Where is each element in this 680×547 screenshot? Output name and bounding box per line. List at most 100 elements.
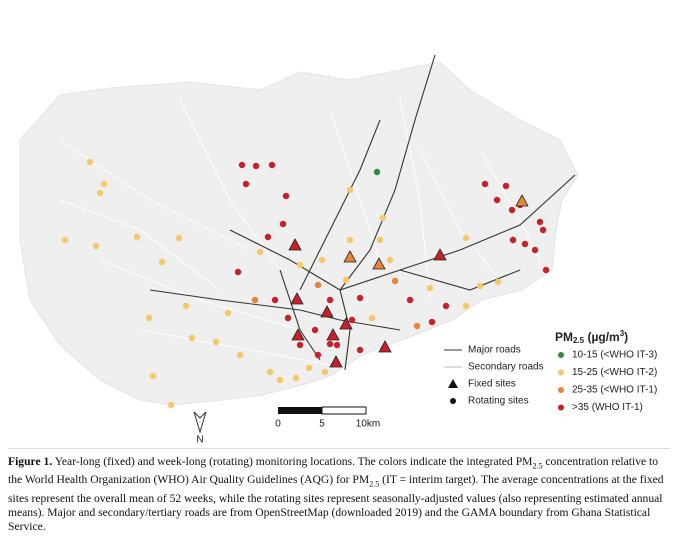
rotating-site [494, 278, 502, 286]
fixed-site [320, 305, 334, 318]
rotating-site [175, 234, 183, 242]
rotating-site [282, 192, 290, 200]
rotating-site [379, 214, 387, 222]
rotating-site [391, 277, 399, 285]
rotating-site [426, 284, 434, 292]
title-sup: 3 [620, 329, 625, 338]
rotating-site [386, 256, 394, 264]
rotating-site [86, 158, 94, 166]
major-roads [149, 54, 576, 371]
rotating-site [508, 206, 516, 214]
rotating-site [276, 376, 284, 384]
rotating-site [346, 236, 354, 244]
rotating-site [413, 322, 421, 330]
fixed-site [378, 340, 392, 353]
rotating-site [264, 233, 272, 241]
rotating-site [509, 236, 517, 244]
rotating-site [442, 302, 450, 310]
class-label: 10-15 (<WHO IT-3) [572, 350, 657, 361]
rotating-site [318, 256, 326, 264]
fixed-site [433, 248, 447, 261]
fixed-site [288, 238, 302, 251]
rotating-site [158, 258, 166, 266]
legend-label: Fixed sites [468, 379, 516, 390]
caption-text: (IT = interim target). The average conce… [8, 473, 664, 533]
rotating-site [321, 368, 329, 376]
rotating-site [542, 266, 550, 274]
caption-subscript: 2.5 [369, 479, 380, 489]
scale-label: 10km [356, 419, 380, 430]
scale-label: 0 [275, 419, 281, 430]
caption-label: Figure 1. [8, 455, 53, 468]
rotating-site [133, 233, 141, 241]
rotating-site [368, 314, 376, 322]
rotating-site [92, 242, 100, 250]
rotating-site [268, 161, 276, 169]
rotating-site [96, 189, 104, 197]
rotating-site [188, 334, 196, 342]
caption-text: concentration relative to the World Heal… [8, 455, 659, 487]
rotating-site [406, 296, 414, 304]
rotating-site [236, 351, 244, 359]
scale-bar [321, 406, 367, 415]
rotating-site [242, 180, 250, 188]
north-label: N [196, 435, 203, 446]
rotating-site [536, 218, 544, 226]
title-part: PM [555, 330, 573, 344]
scale-bar [278, 407, 322, 414]
rotating-site [256, 248, 264, 256]
rotating-site [326, 340, 334, 348]
fixed-site [515, 194, 529, 207]
rotating-site [292, 374, 300, 382]
rotating-site [224, 309, 232, 317]
title-sub: 2.5 [573, 336, 585, 345]
rotating-site [376, 236, 384, 244]
rotating-site [61, 236, 69, 244]
class-key [558, 352, 564, 358]
fixed-site [291, 328, 305, 341]
rotating-site [428, 318, 436, 326]
fixed-site [329, 355, 343, 368]
fixed-site [290, 292, 304, 305]
rotating-site [356, 294, 364, 302]
fixed-site [339, 317, 353, 330]
fixed-site [343, 250, 357, 263]
rotating-site [271, 296, 279, 304]
rotating-site [212, 338, 220, 346]
title-part: ) [624, 330, 628, 344]
rotating-site [279, 220, 287, 228]
rotating-site [284, 314, 292, 322]
class-key [558, 387, 564, 393]
class-label: 25-35 (<WHO IT-1) [572, 385, 657, 396]
rotating-site [145, 314, 153, 322]
legend-title: PM2.5 (µg/m3) [555, 329, 628, 345]
rotating-site [234, 268, 242, 276]
rotating-site [238, 161, 246, 169]
gama-boundary [19, 61, 579, 406]
rotating-site [342, 276, 350, 284]
rotating-site [296, 341, 304, 349]
fixed-site [372, 257, 386, 270]
fixed-site-key [448, 379, 458, 388]
rotating-site [493, 196, 501, 204]
legend-label: Secondary roads [468, 362, 544, 373]
rotating-site [305, 364, 313, 372]
rotating-site-key [450, 398, 456, 404]
rotating-site [462, 302, 470, 310]
rotating-site [182, 302, 190, 310]
rotating-site [314, 351, 322, 359]
class-key [558, 404, 564, 411]
fixed-site [326, 328, 340, 341]
rotating-site [539, 226, 547, 234]
rotating-site [314, 281, 322, 289]
rotating-site [252, 162, 260, 170]
rotating-site [346, 186, 354, 194]
rotating-site [333, 341, 341, 349]
rotating-site [462, 234, 470, 242]
rotating-site [348, 316, 356, 324]
caption: Figure 1. Year-long (fixed) and week-lon… [8, 448, 670, 534]
class-label: 15-25 (<WHO IT-2) [572, 367, 657, 378]
rotating-site [326, 296, 334, 304]
class-label: >35 (WHO IT-1) [572, 402, 643, 413]
